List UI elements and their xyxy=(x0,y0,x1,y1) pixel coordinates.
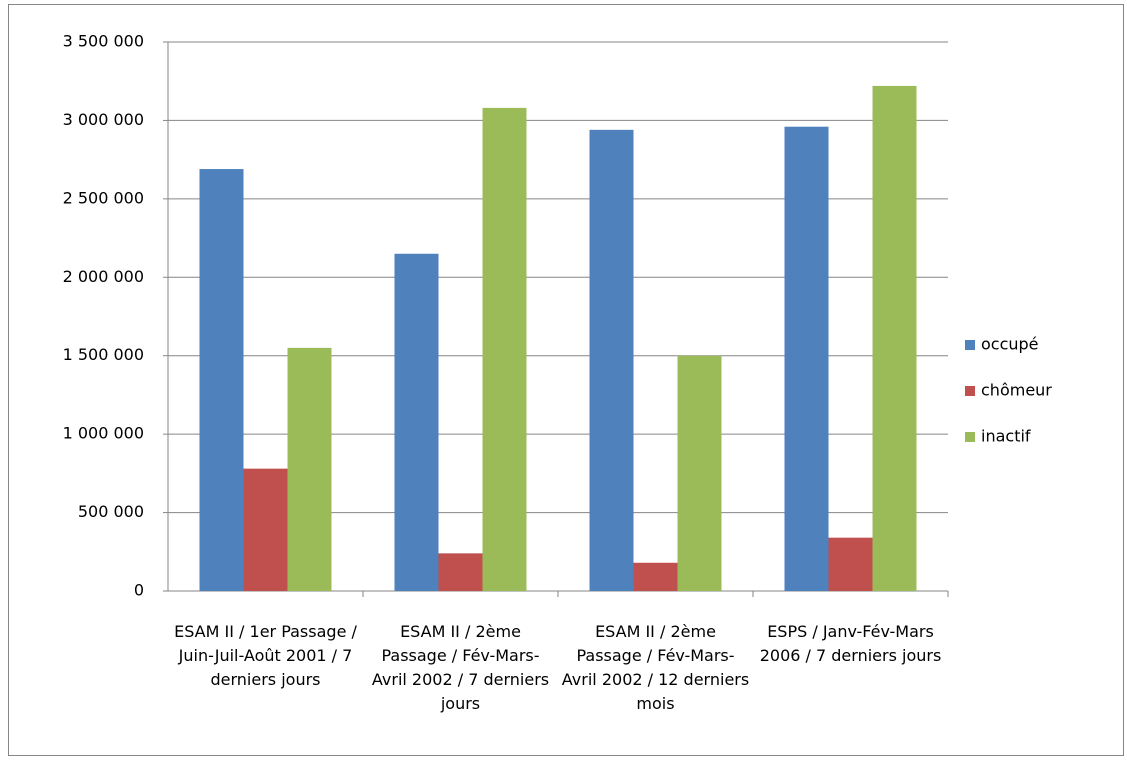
bar xyxy=(438,553,483,591)
bar xyxy=(677,355,722,591)
bar xyxy=(287,347,332,591)
legend-label: inactif xyxy=(981,427,1031,446)
x-tick-label: ESAM II / 1er Passage / Juin-Juil-Août 2… xyxy=(174,622,357,689)
y-tick-label: 500 000 xyxy=(78,502,144,521)
y-tick-label: 2 500 000 xyxy=(63,188,144,207)
x-tick-label: ESPS / Janv-Fév-Mars 2006 / 7 derniers j… xyxy=(759,622,942,665)
x-tick-label: ESAM II / 2ème Passage / Fév-Mars-Avril … xyxy=(561,622,750,713)
bar xyxy=(784,126,829,592)
bar xyxy=(633,562,678,591)
bar xyxy=(199,169,244,591)
y-tick-label: 3 500 000 xyxy=(63,32,144,51)
bar xyxy=(828,537,873,591)
legend-label: chômeur xyxy=(981,381,1052,400)
x-tick-label: ESAM II / 2ème Passage / Fév-Mars-Avril … xyxy=(371,622,550,713)
y-tick-label: 2 000 000 xyxy=(63,267,144,286)
legend-swatch xyxy=(965,340,975,350)
bar xyxy=(482,107,527,591)
y-tick-label: 1 500 000 xyxy=(63,345,144,364)
chart-frame xyxy=(8,4,1124,756)
legend-swatch xyxy=(965,432,975,442)
y-tick-label: 1 000 000 xyxy=(63,424,144,443)
legend-label: occupé xyxy=(981,335,1039,354)
y-tick-label: 0 xyxy=(134,581,144,600)
bar xyxy=(394,253,439,591)
y-tick-label: 3 000 000 xyxy=(63,110,144,129)
legend-swatch xyxy=(965,386,975,396)
bar xyxy=(243,468,288,591)
bar xyxy=(589,129,634,591)
bar xyxy=(872,85,917,592)
